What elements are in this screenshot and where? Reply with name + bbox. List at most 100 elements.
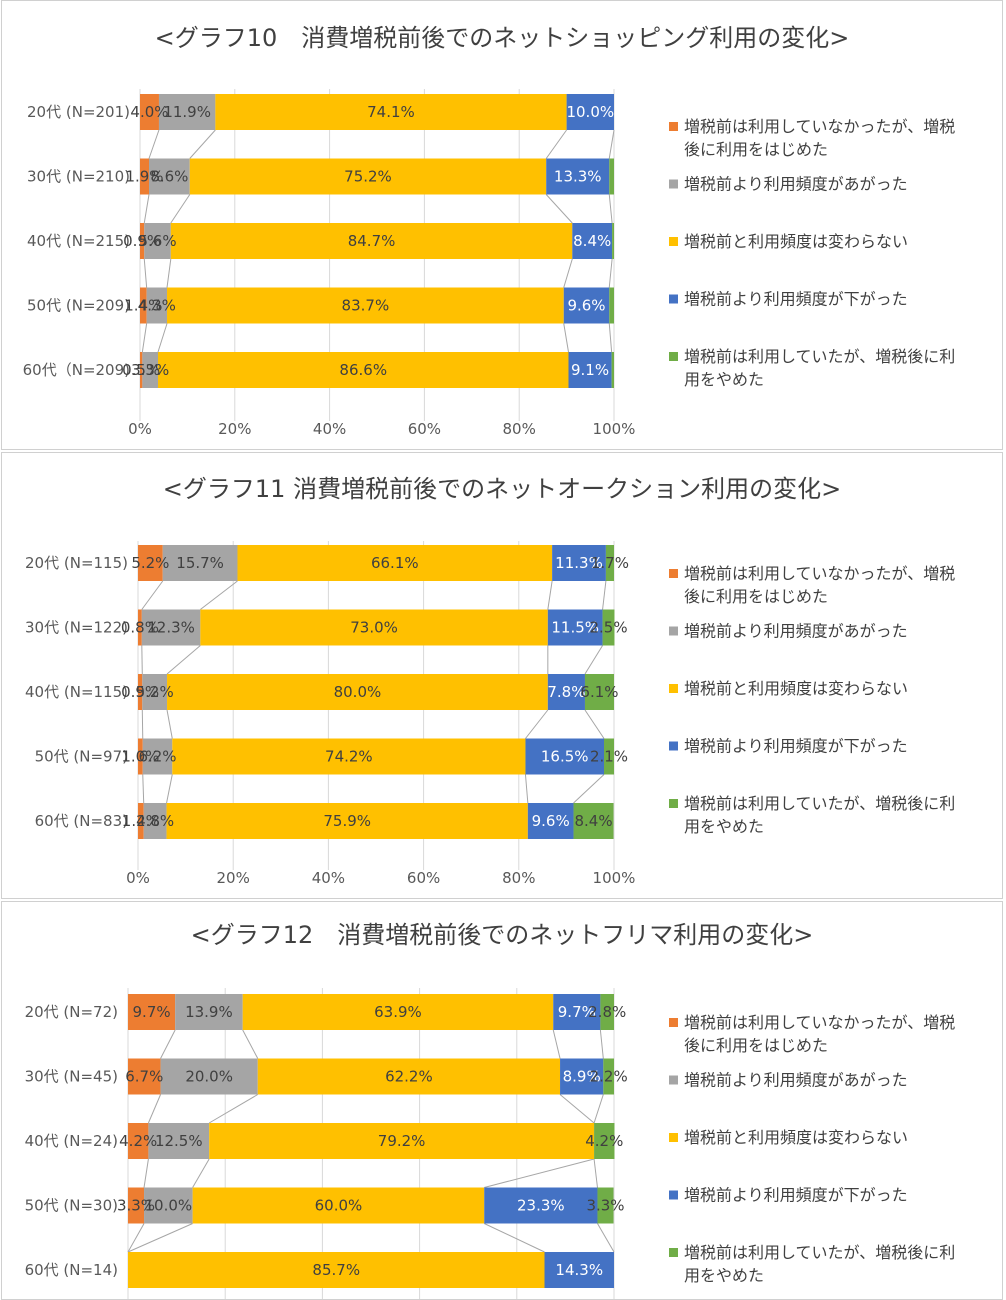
chart-11-series-line bbox=[166, 774, 173, 804]
chart-10-data-label: 84.7% bbox=[348, 232, 396, 250]
chart-11-bar-segment bbox=[573, 803, 614, 839]
chart-11-bar-segment bbox=[172, 738, 526, 775]
chart-10-series-line bbox=[608, 258, 613, 288]
chart-10-legend-label: 増税前より利用頻度があがった bbox=[684, 175, 908, 194]
chart-12-bar-segment bbox=[209, 1123, 595, 1159]
chart-11-series-line bbox=[166, 645, 201, 675]
chart-12-series-line bbox=[160, 1029, 176, 1059]
chart-10-data-label: 1.4% bbox=[124, 297, 162, 315]
chart-10-tick-label: 0% bbox=[128, 420, 152, 438]
chart-12-data-label: 13.9% bbox=[185, 1003, 233, 1021]
chart-11-bar-segment bbox=[547, 674, 585, 710]
chart-10-series-line bbox=[563, 258, 573, 288]
chart-12-data-label: 3.3% bbox=[117, 1197, 155, 1215]
chart-11-category-label: 40代 (N=115) bbox=[25, 683, 128, 701]
chart-10-bar-segment bbox=[215, 94, 567, 130]
chart-11-legend-label: 増税前は利用していなかったが、増税 bbox=[684, 564, 955, 583]
chart-11-series-line bbox=[547, 580, 553, 610]
chart-12-category-label: 40代 (N=24) bbox=[25, 1132, 118, 1150]
chart-10-series-line bbox=[608, 129, 615, 159]
chart-11-data-label: 7.8% bbox=[547, 683, 585, 701]
chart-10-data-label: 83.7% bbox=[342, 297, 390, 315]
chart-11-bar-segment bbox=[142, 738, 173, 775]
chart-10-svg: <グラフ10 消費増税前後でのネットショッピング利用の変化> 20代 (N=201… bbox=[23, 24, 956, 438]
chart-10-data-label: 0.9% bbox=[123, 232, 161, 250]
chart-11-legend-label: 増税前は利用していたが、増税後に利 bbox=[684, 794, 955, 813]
chart-10-bar-segment bbox=[167, 287, 564, 324]
chart-10-bar-segment bbox=[140, 223, 145, 259]
chart-11-bar-segment bbox=[142, 674, 168, 710]
chart-panel-10: <グラフ10 消費増税前後でのネットショッピング利用の変化> 20代 (N=201… bbox=[1, 0, 1003, 450]
chart-11-series-line bbox=[166, 709, 173, 739]
chart-12-data-label: 9.7% bbox=[558, 1003, 596, 1021]
chart-12-bar-segment bbox=[544, 1252, 614, 1288]
chart-10-series-line bbox=[143, 258, 148, 288]
chart-10-data-label: 0.5% bbox=[122, 361, 160, 379]
chart-11-data-label: 6.1% bbox=[580, 683, 618, 701]
chart-12-series-line bbox=[143, 1158, 149, 1188]
chart-12-data-label: 20.0% bbox=[185, 1068, 233, 1086]
chart-10-bar-segment bbox=[170, 223, 573, 259]
chart-12-category-label: 30代 (N=45) bbox=[25, 1068, 118, 1086]
chart-12-bar-segment bbox=[594, 1123, 615, 1159]
chart-10-tick-label: 60% bbox=[408, 420, 441, 438]
chart-11-tick-label: 100% bbox=[593, 869, 636, 887]
chart-11-bar-segment bbox=[602, 609, 615, 646]
chart-10-data-label: 1.9% bbox=[125, 168, 163, 186]
chart-12-legend-label: 増税前は利用していなかったが、増税 bbox=[684, 1013, 955, 1032]
chart-12-svg: <グラフ12 消費増税前後でのネットフリマ利用の変化> 20代 (N=72) 9.7… bbox=[25, 921, 955, 1299]
chart-12-data-label: 2.2% bbox=[590, 1068, 628, 1086]
chart-10-legend-label: 増税前と利用頻度は変わらない bbox=[684, 232, 908, 251]
chart-12-title: <グラフ12 消費増税前後でのネットフリマ利用の変化> bbox=[191, 921, 814, 949]
chart-10-bar-segment bbox=[189, 158, 547, 195]
chart-10-data-label: 9.6% bbox=[567, 297, 605, 315]
chart-10-legend-label: 増税前は利用していなかったが、増税 bbox=[684, 117, 955, 136]
chart-10-category-label: 40代 (N=215) bbox=[27, 232, 130, 250]
chart-panel-12: <グラフ12 消費増税前後でのネットフリマ利用の変化> 20代 (N=72) 9.7… bbox=[1, 901, 1003, 1300]
chart-12-series-line bbox=[484, 1158, 595, 1188]
chart-11-data-label: 75.9% bbox=[323, 812, 371, 830]
chart-11-legend-swatch bbox=[669, 799, 678, 808]
chart-12-data-label: 14.3% bbox=[555, 1261, 603, 1279]
chart-11-data-label: 1.2% bbox=[122, 812, 160, 830]
chart-11-bar-segment bbox=[527, 803, 574, 839]
chart-12-data-label: 2.8% bbox=[588, 1003, 626, 1021]
chart-10-category-label: 30代 (N=210) bbox=[27, 168, 130, 186]
chart-12-legend-label: 用をやめた bbox=[684, 1266, 764, 1285]
chart-11-tick-label: 80% bbox=[502, 869, 535, 887]
chart-11-bar-segment bbox=[143, 803, 167, 839]
chart-11-legend-label: 増税前と利用頻度は変わらない bbox=[684, 679, 908, 698]
chart-12-data-label: 63.9% bbox=[374, 1003, 422, 1021]
chart-11-bar-segment bbox=[547, 609, 603, 646]
chart-11-data-label: 11.5% bbox=[551, 619, 599, 637]
chart-11-series-line bbox=[525, 709, 549, 739]
chart-11-bar-segment bbox=[525, 738, 605, 775]
chart-12-bar-segment bbox=[603, 1058, 614, 1095]
chart-10-data-label: 10.0% bbox=[566, 103, 614, 121]
chart-12-legend-swatch bbox=[669, 1075, 678, 1085]
chart-12-legend-swatch bbox=[669, 1190, 678, 1200]
chart-12-series-line bbox=[484, 1223, 545, 1253]
chart-10-legend-swatch bbox=[669, 294, 678, 304]
chart-10-data-label: 4.3% bbox=[138, 297, 176, 315]
chart-11-data-label: 2.1% bbox=[590, 748, 628, 766]
chart-12-data-label: 12.5% bbox=[155, 1132, 203, 1150]
chart-11-legend-label: 増税前より利用頻度があがった bbox=[684, 622, 908, 641]
chart-12-bar-segment bbox=[484, 1187, 598, 1224]
chart-10-data-label: 8.6% bbox=[150, 168, 188, 186]
chart-11-data-label: 12.3% bbox=[147, 619, 195, 637]
chart-11-data-label: 80.0% bbox=[334, 683, 382, 701]
chart-11-series-line bbox=[584, 709, 605, 739]
chart-12-legend-swatch bbox=[669, 1133, 678, 1142]
chart-10-data-label: 11.9% bbox=[163, 103, 211, 121]
chart-11-tick-label: 60% bbox=[407, 869, 440, 887]
chart-11-bar-segment bbox=[138, 803, 144, 839]
chart-11-title: <グラフ11 消費増税前後でのネットオークション利用の変化> bbox=[163, 475, 841, 503]
chart-11-bar-segment bbox=[138, 609, 142, 646]
chart-10-data-label: 3.3% bbox=[131, 361, 169, 379]
chart-10-legend-label: 増税前より利用頻度が下がった bbox=[684, 290, 908, 309]
chart-11-data-label: 66.1% bbox=[371, 554, 419, 572]
chart-11-data-label: 15.7% bbox=[176, 554, 224, 572]
chart-12-data-label: 8.9% bbox=[563, 1068, 601, 1086]
chart-10-legend-swatch bbox=[669, 179, 678, 189]
